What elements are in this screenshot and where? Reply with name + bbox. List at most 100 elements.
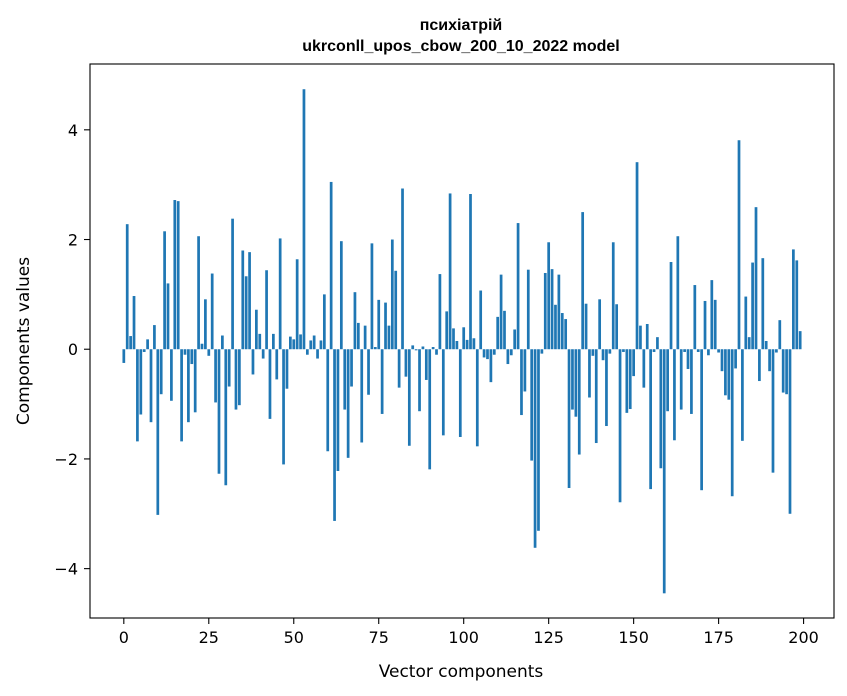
bar xyxy=(594,349,598,444)
bar xyxy=(543,272,547,350)
bar xyxy=(282,349,285,465)
bar xyxy=(520,349,523,416)
bar xyxy=(363,325,367,350)
bar xyxy=(486,349,489,360)
bar xyxy=(683,349,686,352)
bar xyxy=(764,341,768,350)
bar xyxy=(156,349,160,515)
bar xyxy=(272,333,275,350)
bar xyxy=(176,201,180,350)
bar xyxy=(326,349,330,452)
bar xyxy=(125,224,129,350)
bar xyxy=(414,349,418,351)
bar xyxy=(775,349,778,353)
plot-frame xyxy=(89,63,835,619)
chart-title-line2: ukrconll_upos_cbow_200_10_2022 model xyxy=(302,38,619,55)
bar xyxy=(465,339,469,350)
bar xyxy=(605,349,608,427)
bar xyxy=(197,236,200,350)
bar xyxy=(564,319,568,350)
bar xyxy=(737,140,741,350)
bar xyxy=(550,269,554,350)
bar xyxy=(526,269,530,350)
bar xyxy=(588,349,591,398)
bar xyxy=(628,349,632,410)
x-tick-label: 100 xyxy=(448,628,479,647)
bar xyxy=(153,325,156,350)
bar xyxy=(248,252,251,350)
bar xyxy=(305,349,309,355)
bar xyxy=(428,349,432,470)
bar xyxy=(530,349,534,461)
bar xyxy=(319,340,323,350)
bar xyxy=(717,349,720,353)
bar xyxy=(574,349,578,417)
bar xyxy=(608,349,612,354)
bar xyxy=(492,349,496,355)
bar xyxy=(462,327,466,350)
bar xyxy=(768,349,771,372)
bar xyxy=(747,337,751,350)
bar xyxy=(394,270,398,350)
bar xyxy=(217,349,221,474)
bar xyxy=(255,309,258,350)
bar xyxy=(224,349,228,486)
bar xyxy=(611,242,615,350)
bar xyxy=(557,274,561,350)
bar xyxy=(591,349,595,356)
bar xyxy=(377,299,381,350)
bar xyxy=(384,302,387,350)
y-tick-label: 2 xyxy=(68,231,78,250)
x-tick-label: 200 xyxy=(788,628,819,647)
bar xyxy=(210,273,214,350)
bar xyxy=(656,337,659,350)
bar xyxy=(547,242,551,350)
bar xyxy=(360,349,364,443)
bar xyxy=(475,349,479,447)
y-tick-label: −2 xyxy=(54,450,78,469)
bar xyxy=(159,349,163,395)
bar xyxy=(333,349,336,521)
bar xyxy=(707,349,710,356)
bar xyxy=(350,349,353,387)
bar xyxy=(509,349,513,356)
bar xyxy=(713,299,717,350)
bar xyxy=(666,349,669,412)
bar xyxy=(730,349,734,497)
bar xyxy=(496,316,500,350)
bar xyxy=(625,349,629,413)
bar xyxy=(669,262,673,350)
bar xyxy=(727,349,731,400)
bar xyxy=(200,343,204,350)
bar xyxy=(251,349,255,375)
bar xyxy=(469,194,472,350)
bar xyxy=(214,349,217,403)
bar xyxy=(367,349,370,395)
bar xyxy=(132,296,136,350)
bar xyxy=(513,329,517,350)
bar xyxy=(278,238,282,350)
bar xyxy=(622,349,625,352)
bar xyxy=(581,212,585,350)
bar xyxy=(693,285,697,350)
bar xyxy=(285,349,289,389)
bar xyxy=(241,250,245,350)
bar xyxy=(302,89,306,350)
bar xyxy=(781,349,785,393)
bar xyxy=(142,349,146,352)
bar xyxy=(642,349,646,388)
bar xyxy=(615,304,619,350)
bar xyxy=(472,338,476,350)
x-axis-ticks: 0 25 50 75 100 125 150 175 200 xyxy=(119,618,819,647)
bar xyxy=(751,262,754,350)
bar xyxy=(533,349,537,548)
bar xyxy=(258,333,262,350)
bar xyxy=(754,207,758,350)
bar xyxy=(163,231,166,350)
bar xyxy=(635,162,639,350)
bar xyxy=(339,241,343,350)
bar xyxy=(261,349,265,359)
bar xyxy=(401,188,404,350)
bar xyxy=(122,349,126,363)
x-tick-label: 125 xyxy=(533,628,564,647)
